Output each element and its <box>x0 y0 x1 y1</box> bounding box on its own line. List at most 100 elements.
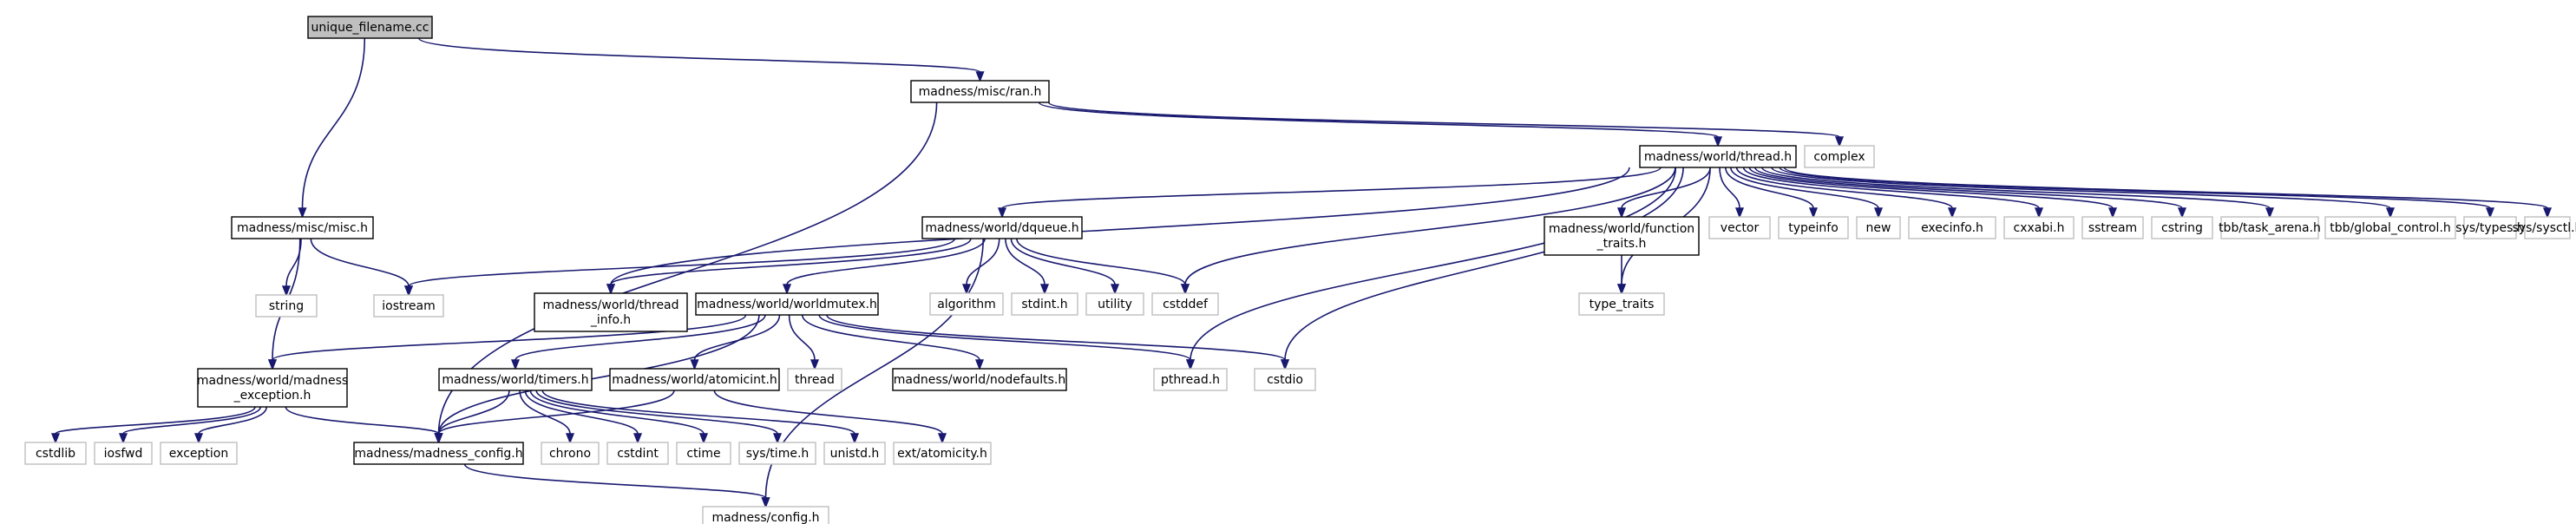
edge-atomicint-to-atomicity <box>713 390 947 444</box>
node-label: pthread.h <box>1161 373 1220 387</box>
node-typeinfo: typeinfo <box>1778 216 1849 239</box>
node-label: utility <box>1098 298 1132 311</box>
node-label: madness/misc/misc.h <box>237 221 368 235</box>
edge-thread-to-task_arena <box>1761 167 2275 219</box>
node-atomicity: ext/atomicity.h <box>893 442 992 465</box>
node-worldmutex[interactable]: madness/world/worldmutex.h <box>695 292 879 316</box>
node-label: madness/world/atomicint.h <box>612 373 777 387</box>
node-label: madness/world/thread <box>542 298 678 312</box>
edge-thread-to-new <box>1730 167 1884 219</box>
node-label: sys/types.h <box>2455 221 2524 235</box>
node-sys-time: sys/time.h <box>738 442 816 465</box>
edges-layer <box>50 37 2553 508</box>
edge-atomicint-to-madness_config <box>434 390 675 444</box>
node-label: madness/world/thread.h <box>1644 150 1792 164</box>
edge-dqueue-to-algorithm <box>961 238 1000 295</box>
node-vector: vector <box>1708 216 1771 239</box>
edge-unique_filename-to-misc <box>298 37 366 219</box>
node-stdint: stdint.h <box>1011 292 1078 316</box>
node-thread[interactable]: madness/world/thread.h <box>1639 145 1797 168</box>
edge-madness_exception-to-exception <box>193 406 267 444</box>
node-dqueue[interactable]: madness/world/dqueue.h <box>921 216 1083 239</box>
node-cxxabi: cxxabi.h <box>2003 216 2075 239</box>
node-unistd: unistd.h <box>823 442 886 465</box>
node-timers[interactable]: madness/world/timers.h <box>438 368 593 391</box>
node-ran[interactable]: madness/misc/ran.h <box>910 80 1050 103</box>
edge-thread-to-sys_types <box>1779 167 2495 219</box>
node-cstdlib: cstdlib <box>24 442 87 465</box>
node-cstring: cstring <box>2151 216 2213 239</box>
node-exception: exception <box>160 442 238 465</box>
edge-function_traits-to-type_traits <box>1616 255 1627 295</box>
node-label: exception <box>169 447 228 461</box>
node-misc[interactable]: madness/misc/misc.h <box>231 216 374 239</box>
edge-thread-to-dqueue <box>997 167 1662 219</box>
node-thread-std: thread <box>787 368 842 391</box>
edge-thread-to-global_control <box>1771 167 2396 219</box>
node-function-traits[interactable]: madness/world/function_traits.h <box>1544 216 1700 256</box>
node-label: unistd.h <box>830 447 880 461</box>
edge-thread-to-cstring <box>1754 167 2187 219</box>
node-iosfwd: iosfwd <box>94 442 153 465</box>
node-madness-config[interactable]: madness/madness_config.h <box>353 442 524 465</box>
node-label: iostream <box>382 299 436 313</box>
edge-thread-to-vector <box>1719 167 1745 219</box>
node-label: cstdint <box>617 447 659 461</box>
node-label: stdint.h <box>1021 298 1067 311</box>
node-label: cstring <box>2161 221 2203 235</box>
node-unique-filename[interactable]: unique_filename.cc <box>307 16 433 39</box>
node-sys-types: sys/types.h <box>2455 216 2525 239</box>
node-label: madness/world/timers.h <box>442 373 588 387</box>
node-label: ext/atomicity.h <box>897 447 987 461</box>
edge-ran-to-thread <box>1038 102 1723 147</box>
node-sstream: sstream <box>2081 216 2144 239</box>
node-label: complex <box>1813 150 1865 164</box>
node-label: madness/config.h <box>711 511 819 524</box>
edge-thread-to-cxxabi <box>1742 167 2044 219</box>
node-madness-exception[interactable]: madness/world/madness_exception.h <box>197 368 348 408</box>
edge-madness_exception-to-madness_config <box>285 406 443 444</box>
node-cstddef: cstddef <box>1151 292 1219 316</box>
edge-misc-to-iostream <box>310 238 414 297</box>
node-ctime: ctime <box>676 442 731 465</box>
node-atomicint[interactable]: madness/world/atomicint.h <box>609 368 780 391</box>
node-label: sstream <box>2088 221 2137 235</box>
node-execinfo: execinfo.h <box>1908 216 1996 239</box>
edge-thread-to-sstream <box>1748 167 2118 219</box>
node-label: iosfwd <box>104 447 143 461</box>
node-label: _traits.h <box>1596 237 1647 251</box>
edge-worldmutex-to-madness_exception <box>267 314 747 370</box>
node-label: sys/time.h <box>746 447 810 461</box>
node-nodefaults[interactable]: madness/world/nodefaults.h <box>892 368 1067 391</box>
node-label: typeinfo <box>1788 221 1839 235</box>
node-label: type_traits <box>1590 298 1655 311</box>
edge-dqueue-to-stdint <box>1005 238 1050 295</box>
edge-thread-to-pthread <box>1185 167 1677 370</box>
nodes-layer: unique_filename.cc madness/misc/ran.h madn… <box>24 16 2576 524</box>
edge-dqueue-to-thread_info <box>606 238 972 295</box>
node-label: cstdlib <box>36 447 75 461</box>
edge-timers-to-ctime <box>529 390 709 444</box>
edge-unique_filename-to-ran <box>417 37 985 82</box>
edge-worldmutex-to-nodefaults <box>801 314 985 370</box>
node-label: chrono <box>549 447 591 461</box>
edge-madness_exception-to-cstdlib <box>50 406 256 444</box>
edge-dqueue-to-cstddef <box>1016 238 1190 295</box>
node-label: tbb/global_control.h <box>2330 221 2451 235</box>
node-utility: utility <box>1085 292 1144 316</box>
node-label: madness/world/nodefaults.h <box>894 373 1065 387</box>
edge-timers-to-sys_time <box>535 390 783 444</box>
edge-worldmutex-to-atomicint <box>690 314 781 370</box>
edge-dqueue-to-iostream <box>403 238 956 297</box>
node-label: _info.h <box>590 313 631 327</box>
node-thread-info[interactable]: madness/world/thread_info.h <box>534 292 688 332</box>
node-new: new <box>1856 216 1901 239</box>
edge-thread-to-execinfo <box>1735 167 1957 219</box>
edge-timers-to-unistd <box>541 390 860 444</box>
node-label: madness/world/worldmutex.h <box>697 298 877 311</box>
edge-worldmutex-to-pthread <box>818 314 1196 370</box>
edge-timers-to-cstdint <box>524 390 643 444</box>
node-label: algorithm <box>937 298 996 311</box>
node-label: new <box>1866 221 1891 235</box>
